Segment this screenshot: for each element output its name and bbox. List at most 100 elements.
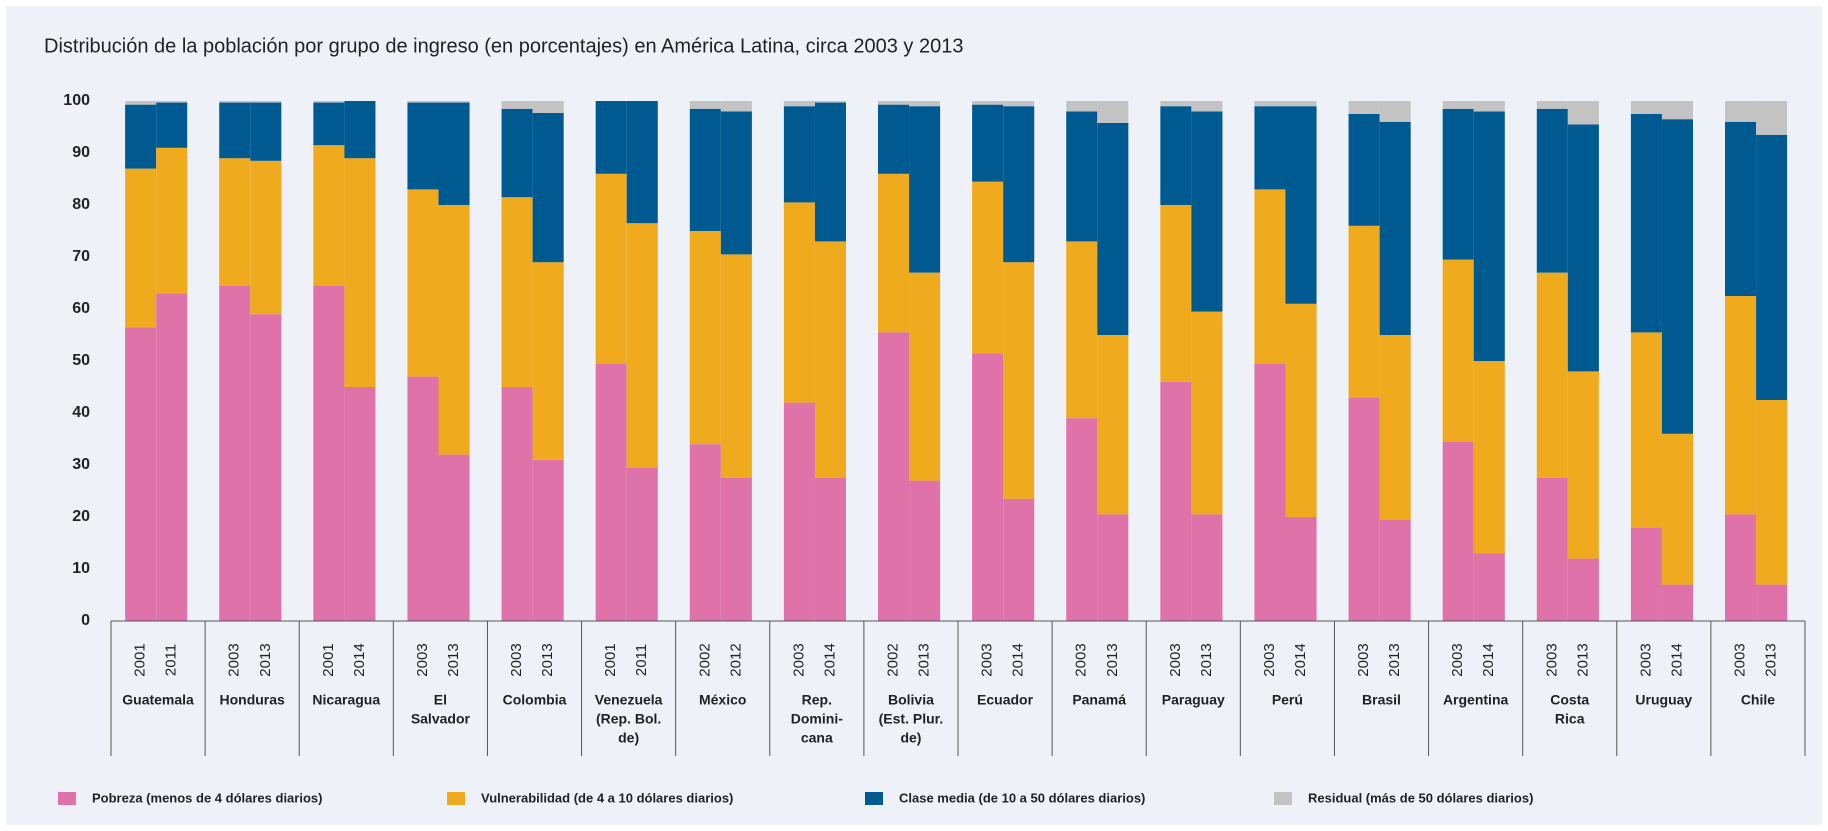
bar-segment <box>1066 101 1098 112</box>
bar-segment <box>1567 371 1599 559</box>
bar-segment <box>125 327 157 621</box>
bar-segment <box>532 459 564 621</box>
bar-segment <box>878 332 910 621</box>
bar-segment <box>1725 514 1757 621</box>
bar-segment <box>1066 241 1098 419</box>
bar-segment <box>1379 101 1411 122</box>
group-label: Paraguay <box>1162 692 1225 708</box>
bar-segment <box>1097 335 1129 515</box>
bar-segment <box>720 478 752 621</box>
bar-segment <box>1003 106 1035 263</box>
bar-segment <box>1379 519 1411 621</box>
bar-segment <box>156 102 188 148</box>
group-label: Chile <box>1741 692 1775 708</box>
bar-segment <box>250 102 282 161</box>
bar-segment <box>1348 225 1380 398</box>
bar-segment <box>814 478 847 621</box>
bar-segment <box>783 402 815 621</box>
bar-segment <box>1003 101 1035 107</box>
x-year-label: 2013 <box>1574 643 1591 676</box>
bar-segment <box>689 101 721 109</box>
bar-segment <box>501 108 533 198</box>
x-year-label: 2013 <box>539 643 556 676</box>
x-year-label: 2003 <box>1261 643 1278 676</box>
bar-segment <box>1725 101 1757 122</box>
group-label: Brasil <box>1362 692 1401 708</box>
x-year-label: 2013 <box>916 643 933 676</box>
bar-segment <box>156 101 188 103</box>
bar-segment <box>1567 101 1599 125</box>
group-label: de) <box>900 730 921 746</box>
group-label: de) <box>618 730 639 746</box>
x-year-label: 2012 <box>727 643 744 676</box>
bar-segment <box>1725 121 1757 296</box>
legend-swatch <box>1274 792 1292 805</box>
legend-label: Pobreza (menos de 4 dólares diarios) <box>92 790 322 805</box>
bar-segment <box>1097 101 1129 123</box>
bar-segment <box>438 205 470 455</box>
x-year-label: 2013 <box>1386 643 1403 676</box>
bar-segment <box>1756 101 1788 135</box>
x-year-label: 2003 <box>1073 643 1090 676</box>
x-year-label: 2014 <box>1668 643 1685 676</box>
bar-segment <box>783 101 815 107</box>
group-label: Rep. <box>802 692 832 708</box>
group-label: Honduras <box>219 692 285 708</box>
bar-segment <box>407 189 439 377</box>
bar-segment <box>1567 558 1599 621</box>
group-label: Costa <box>1550 692 1589 708</box>
bar-segment <box>626 101 658 224</box>
bar-segment <box>219 101 251 103</box>
bar-segment <box>1191 311 1223 515</box>
bar-segment <box>1473 553 1505 621</box>
bar-segment <box>1473 101 1505 112</box>
x-year-label: 2013 <box>257 643 274 676</box>
bar-segment <box>1442 108 1474 260</box>
x-year-label: 2003 <box>508 643 525 676</box>
x-year-label: 2011 <box>633 644 650 676</box>
bar-segment <box>1348 101 1380 114</box>
group-label: Nicaragua <box>312 692 380 708</box>
bar-segment <box>1630 527 1662 621</box>
legend-swatch <box>447 792 465 805</box>
bar-segment <box>532 262 564 460</box>
y-tick-label: 0 <box>81 612 90 629</box>
x-year-label: 2003 <box>1355 643 1372 676</box>
bar-segment <box>219 285 251 621</box>
bar-segment <box>689 231 721 445</box>
x-year-label: 2003 <box>1449 643 1466 676</box>
bar-segment <box>1160 106 1192 205</box>
bar-segment <box>125 168 157 328</box>
y-tick-label: 70 <box>72 248 90 265</box>
bar-segment <box>156 293 188 621</box>
bar-segment <box>878 104 910 174</box>
group-label: El <box>434 692 447 708</box>
bar-segment <box>814 241 847 478</box>
bar-segment <box>689 108 721 231</box>
bar-segment <box>1630 114 1662 333</box>
legend-label: Vulnerabilidad (de 4 a 10 dólares diario… <box>481 790 733 805</box>
bar-segment <box>783 106 815 203</box>
bar-segment <box>1379 335 1411 520</box>
bar-segment <box>1442 101 1474 109</box>
bar-segment <box>501 387 533 621</box>
bar-segment <box>1097 514 1129 621</box>
bar-segment <box>720 254 752 478</box>
x-year-label: 2003 <box>790 643 807 676</box>
bar-segment <box>595 173 627 364</box>
bar-segment <box>1285 106 1317 304</box>
bar-segment <box>1097 122 1129 335</box>
bar-segment <box>1661 101 1694 120</box>
bar-segment <box>909 101 941 107</box>
chart-title: Distribución de la población por grupo d… <box>44 35 963 57</box>
x-year-label: 2014 <box>1292 643 1309 676</box>
bar-segment <box>1254 101 1286 107</box>
group-label: Domini- <box>791 711 843 727</box>
bar-segment <box>1379 121 1411 335</box>
bar-segment <box>1003 262 1035 499</box>
x-year-label: 2002 <box>885 643 902 676</box>
x-year-label: 2001 <box>132 643 149 676</box>
bar-segment <box>1661 433 1694 585</box>
bar-segment <box>156 147 188 294</box>
